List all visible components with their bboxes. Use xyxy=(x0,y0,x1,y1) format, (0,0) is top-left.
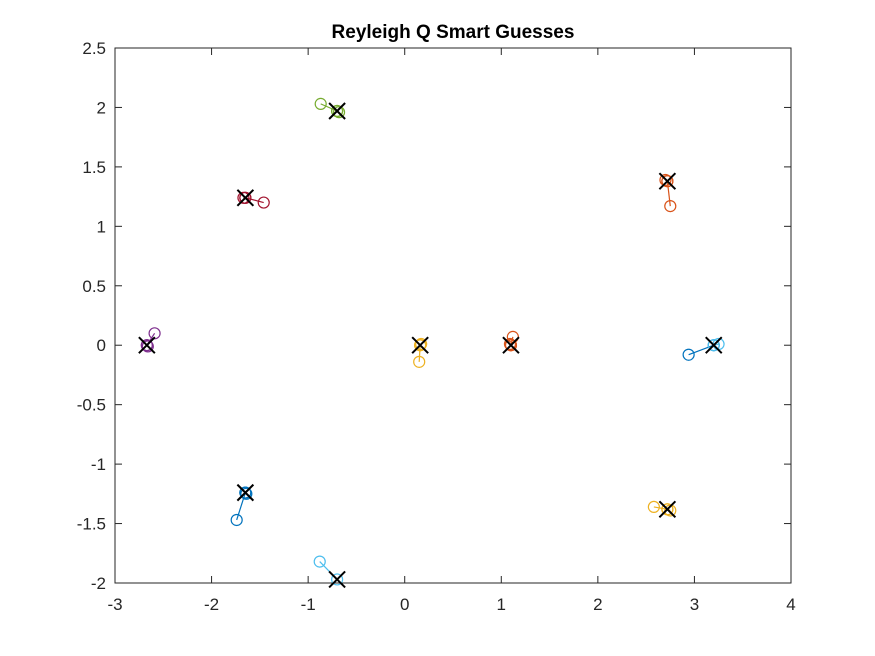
guess-point xyxy=(415,337,428,351)
x-marker-stroke xyxy=(705,336,723,354)
converged-x-marker xyxy=(658,172,677,190)
x-tick-label: 3 xyxy=(690,595,699,614)
converged-x-marker xyxy=(236,483,255,502)
y-tick-label: 1.5 xyxy=(82,158,106,177)
x-tick-label: -1 xyxy=(301,595,316,614)
guess-point xyxy=(332,106,346,119)
guess-point xyxy=(682,348,695,361)
x-tick-label: 2 xyxy=(593,595,602,614)
guess-point xyxy=(503,337,517,351)
guess-point xyxy=(230,513,243,527)
x-marker-stroke xyxy=(328,570,346,589)
plot-area xyxy=(114,47,792,584)
guess-point xyxy=(239,191,252,204)
x-marker-stroke xyxy=(658,500,677,518)
guess-point xyxy=(707,339,720,352)
x-marker-stroke xyxy=(328,102,346,120)
converged-x-marker xyxy=(236,189,255,207)
series-6 xyxy=(313,555,344,586)
x-marker-stroke xyxy=(502,336,520,354)
converged-x-marker xyxy=(328,570,346,589)
x-marker-stroke xyxy=(658,172,677,190)
x-tick-label: -2 xyxy=(204,595,219,614)
guess-point xyxy=(331,104,344,118)
y-tick-label: -2 xyxy=(91,574,106,593)
converged-markers-layer xyxy=(138,102,723,589)
x-tick-label: 1 xyxy=(497,595,506,614)
guess-point xyxy=(504,339,518,352)
converged-x-marker xyxy=(658,500,677,518)
x-marker-stroke xyxy=(236,189,255,207)
converged-x-marker xyxy=(705,336,723,354)
y-tick-label: 2.5 xyxy=(82,39,106,58)
guess-point xyxy=(331,573,344,586)
guess-point xyxy=(661,503,674,516)
guess-point xyxy=(141,340,154,353)
x-tick-label: 0 xyxy=(400,595,409,614)
x-tick-label: -3 xyxy=(107,595,122,614)
x-marker-stroke xyxy=(236,483,255,502)
y-tick-label: 0 xyxy=(97,336,106,355)
y-tick-label: -1 xyxy=(91,455,106,474)
guess-point xyxy=(661,175,674,188)
series-line xyxy=(418,345,421,362)
guess-point xyxy=(239,486,252,499)
guess-point xyxy=(413,355,426,368)
guess-point xyxy=(257,196,270,209)
converged-x-marker xyxy=(328,102,346,120)
x-marker-stroke xyxy=(138,336,156,354)
guess-point xyxy=(240,487,253,500)
converged-x-marker xyxy=(138,336,156,354)
converged-x-marker xyxy=(411,336,429,354)
guess-point xyxy=(314,97,327,110)
guess-point xyxy=(414,339,427,352)
x-axis-tick-labels: -3 -2 -1 0 1 2 3 4 xyxy=(107,595,795,614)
series-line xyxy=(688,344,714,356)
axis-ticks xyxy=(114,47,792,584)
chart-title: Reyleigh Q Smart Guesses xyxy=(332,22,575,43)
guess-point xyxy=(659,173,672,187)
y-tick-label: 0.5 xyxy=(82,277,106,296)
x-tick-label: 4 xyxy=(786,595,795,614)
y-tick-label: 1 xyxy=(97,217,106,236)
y-tick-label: -1.5 xyxy=(77,515,106,534)
series-line xyxy=(236,492,246,521)
guess-point xyxy=(313,555,326,568)
guess-point xyxy=(140,339,153,352)
converged-x-marker xyxy=(502,336,520,354)
y-tick-label: 2 xyxy=(97,98,106,117)
guess-point xyxy=(647,500,660,514)
y-tick-label: -0.5 xyxy=(77,396,106,415)
guess-point xyxy=(664,200,677,213)
y-axis-tick-labels: -2 -1.5 -1 -0.5 0 0.5 1 1.5 2 2.5 xyxy=(77,39,106,593)
x-marker-stroke xyxy=(411,336,429,354)
series-layer xyxy=(140,97,725,586)
